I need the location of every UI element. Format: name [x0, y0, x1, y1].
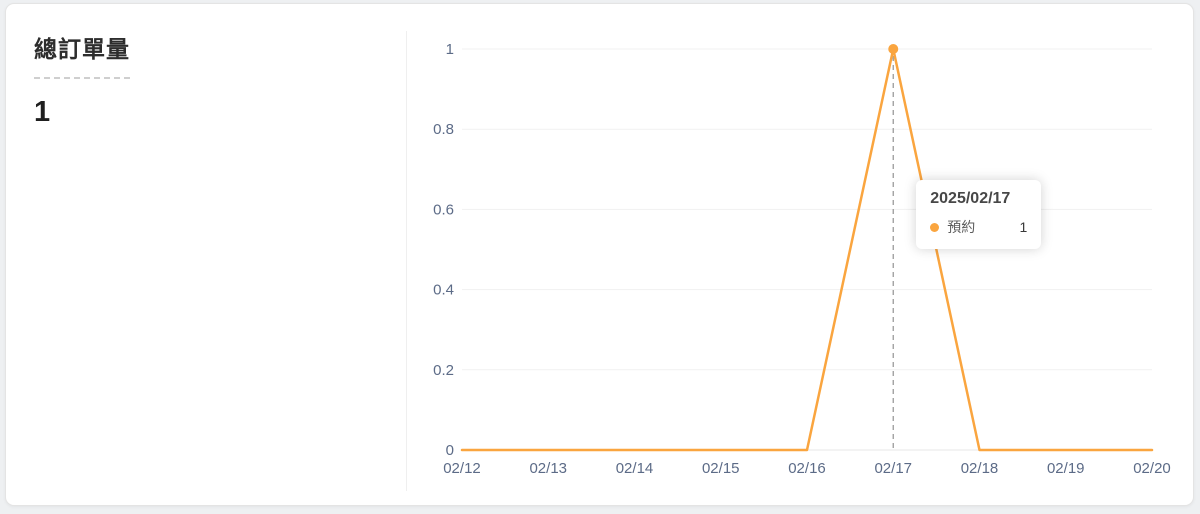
y-tick-label: 0 — [446, 442, 454, 459]
x-tick-label: 02/20 — [1133, 460, 1171, 477]
y-tick-label: 0.2 — [433, 362, 454, 379]
chart-tooltip: 2025/02/17 預約 1 — [916, 180, 1042, 249]
tooltip-series-value: 1 — [1019, 219, 1028, 235]
tooltip-series-label: 預約 — [947, 219, 976, 235]
x-tick-label: 02/15 — [702, 460, 740, 477]
x-tick-label: 02/18 — [961, 460, 999, 477]
series-line — [460, 47, 1154, 452]
x-tick-label: 02/12 — [443, 460, 481, 477]
card-title: 總訂單量 — [34, 30, 130, 79]
y-tick-label: 0.8 — [433, 121, 454, 138]
x-tick-label: 02/13 — [529, 460, 567, 477]
summary-panel: 總訂單量 1 — [6, 4, 407, 505]
y-tick-label: 0.4 — [433, 282, 454, 299]
x-tick-label: 02/19 — [1047, 460, 1085, 477]
total-orders-card: 總訂單量 1 0 0.2 0.4 0.6 0.8 1 02/12 02/13 02/14 02/1… — [5, 3, 1194, 506]
x-tick-label: 02/16 — [788, 460, 826, 477]
y-tick-label: 1 — [446, 41, 454, 58]
highlight-dot — [888, 44, 899, 54]
series-dot-icon — [930, 222, 940, 232]
tooltip-date: 2025/02/17 — [930, 190, 1011, 207]
x-tick-label: 02/17 — [874, 460, 912, 477]
total-orders-count: 1 — [34, 96, 51, 128]
chart-panel: 0 0.2 0.4 0.6 0.8 1 02/12 02/13 02/14 02/15 02/16 0… — [407, 4, 1193, 505]
x-tick-label: 02/14 — [616, 460, 654, 477]
y-tick-label: 0.6 — [433, 201, 454, 218]
orders-line-chart[interactable]: 0 0.2 0.4 0.6 0.8 1 02/12 02/13 02/14 02/15 02/16 0… — [407, 4, 1195, 505]
tooltip-series-row: 預約 1 — [930, 217, 1027, 237]
panel-divider — [406, 31, 407, 491]
